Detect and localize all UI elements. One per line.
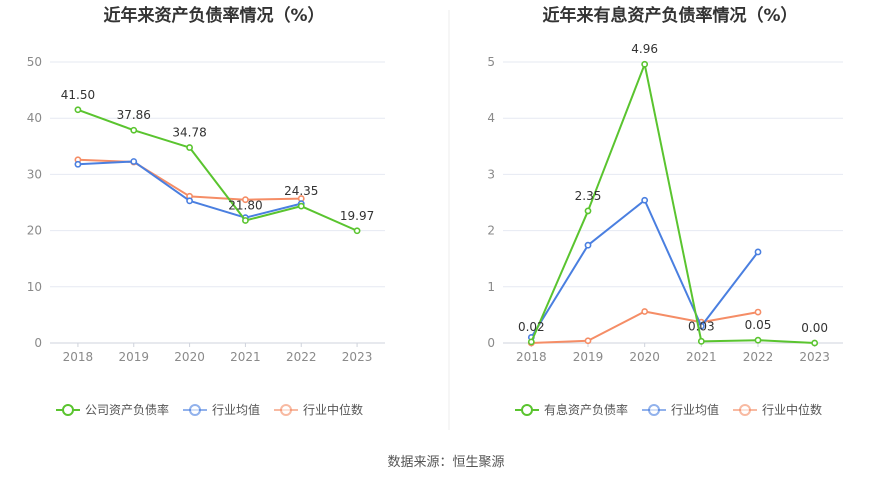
y-tick-label: 40 <box>27 111 42 125</box>
chart-title: 近年来有息资产负债率情况（%） <box>542 5 797 26</box>
series-line-0 <box>530 63 815 344</box>
data-point[interactable] <box>584 241 592 249</box>
legend-item-1[interactable]: 行业均值 <box>183 402 260 417</box>
data-point[interactable] <box>297 202 305 210</box>
data-point[interactable] <box>641 196 649 204</box>
data-label: 37.86 <box>117 108 151 122</box>
legend-marker <box>62 404 74 416</box>
data-label: 41.50 <box>61 88 95 102</box>
y-tick-label: 0 <box>487 336 495 350</box>
legend-marker <box>739 404 751 416</box>
data-label: 24.35 <box>284 184 318 198</box>
legend-label: 行业均值 <box>212 402 260 417</box>
data-label: 0.03 <box>688 319 715 333</box>
legend-marker <box>648 404 660 416</box>
data-point[interactable] <box>242 217 249 224</box>
data-point[interactable] <box>130 158 138 165</box>
legend-label: 行业均值 <box>671 402 719 417</box>
y-tick-label: 10 <box>27 280 42 294</box>
data-point[interactable] <box>74 160 82 168</box>
x-tick-label: 2020 <box>629 350 660 364</box>
x-tick-label: 2019 <box>118 350 149 364</box>
legend-marker <box>521 404 533 416</box>
data-label: 19.97 <box>340 209 374 223</box>
series-line-1 <box>77 160 302 219</box>
y-tick-label: 0 <box>34 336 42 350</box>
series-line-0 <box>77 108 358 232</box>
legend-item-2[interactable]: 行业中位数 <box>733 402 822 417</box>
y-tick-label: 5 <box>487 55 495 69</box>
data-point[interactable] <box>527 338 535 346</box>
data-point[interactable] <box>242 196 249 204</box>
data-point[interactable] <box>186 197 193 205</box>
x-tick-label: 2021 <box>230 350 261 364</box>
data-label: 0.00 <box>801 321 828 335</box>
data-point[interactable] <box>811 339 819 347</box>
chart-debt-ratio: 近年来资产负债率情况（%） 0 10 20 30 40 50 2018 2019 2020 202… <box>27 5 385 417</box>
data-label: 34.78 <box>172 126 206 140</box>
x-tick-label: 2021 <box>686 350 717 364</box>
data-label: 2.35 <box>575 189 602 203</box>
y-tick-label: 30 <box>27 167 42 181</box>
legend-label: 有息资产负债率 <box>544 402 628 417</box>
x-tick-label: 2022 <box>743 350 774 364</box>
y-tick-label: 1 <box>487 280 495 294</box>
data-point[interactable] <box>754 248 762 256</box>
data-point[interactable] <box>186 144 193 151</box>
data-point[interactable] <box>754 308 762 316</box>
y-tick-label: 4 <box>487 111 495 125</box>
legend-item-2[interactable]: 行业中位数 <box>274 402 363 417</box>
x-tick-label: 2023 <box>799 350 830 364</box>
data-point[interactable] <box>754 336 762 344</box>
data-point[interactable] <box>74 106 82 114</box>
data-label: 0.05 <box>745 318 772 332</box>
series-line-1 <box>530 199 759 338</box>
x-tick-label: 2018 <box>63 350 94 364</box>
x-tick-label: 2020 <box>174 350 205 364</box>
legend-item-0[interactable]: 有息资产负债率 <box>515 402 628 417</box>
y-tick-label: 20 <box>27 224 42 238</box>
chart-interest-debt-ratio: 近年来有息资产负债率情况（%） 0 1 2 3 4 5 2018 2019 2020 2021 20… <box>487 5 843 417</box>
y-tick-label: 3 <box>487 167 495 181</box>
legend-marker <box>189 404 201 416</box>
x-tick-label: 2019 <box>573 350 604 364</box>
data-point[interactable] <box>584 207 592 215</box>
data-point[interactable] <box>353 227 361 235</box>
x-tick-label: 2022 <box>286 350 317 364</box>
data-point[interactable] <box>641 60 649 68</box>
data-point[interactable] <box>641 308 649 315</box>
legend-marker <box>280 404 292 416</box>
data-label: 0.02 <box>518 320 545 334</box>
x-tick-label: 2023 <box>342 350 373 364</box>
y-tick-label: 50 <box>27 55 42 69</box>
data-label: 21.80 <box>228 198 262 212</box>
data-point[interactable] <box>584 337 592 345</box>
legend-item-1[interactable]: 行业均值 <box>642 402 719 417</box>
data-source: 数据来源：恒生聚源 <box>387 455 504 470</box>
data-point[interactable] <box>130 126 138 134</box>
series-line-2 <box>531 310 759 344</box>
x-tick-label: 2018 <box>516 350 547 364</box>
y-tick-label: 2 <box>487 224 495 238</box>
chart-title: 近年来资产负债率情况（%） <box>103 5 324 26</box>
data-label: 4.96 <box>631 42 658 56</box>
legend-label: 公司资产负债率 <box>85 402 169 417</box>
legend-label: 行业中位数 <box>303 402 363 417</box>
data-point[interactable] <box>697 337 705 345</box>
legend-label: 行业中位数 <box>762 402 822 417</box>
legend-item-0[interactable]: 公司资产负债率 <box>56 402 169 417</box>
